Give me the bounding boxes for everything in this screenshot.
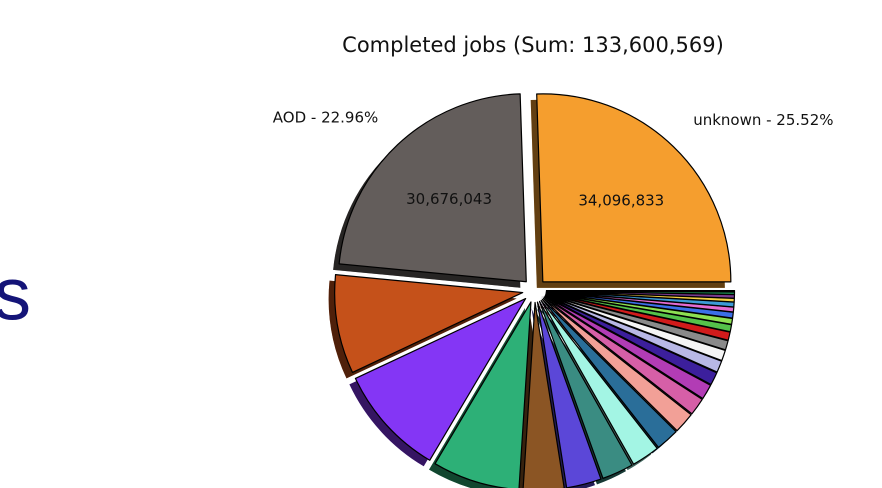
slice [544, 295, 712, 400]
chart-title: Completed jobs (Sum: 133,600,569) [342, 33, 724, 57]
slice-label: unknown - 25.52% [693, 111, 833, 129]
slice [354, 297, 527, 461]
slice [542, 297, 692, 432]
side-text: s [0, 253, 31, 336]
slice [522, 301, 565, 488]
slice [545, 293, 726, 362]
slice [338, 93, 527, 283]
value-label: 30,676,043 [406, 190, 492, 208]
slice [538, 300, 633, 479]
slice [543, 296, 703, 415]
slice [544, 295, 718, 386]
slice [545, 289, 736, 293]
slice-label: AOD - 22.96% [273, 109, 379, 127]
slice [540, 299, 658, 465]
value-label: 34,096,833 [578, 191, 664, 209]
slice [541, 298, 677, 449]
slice [434, 301, 532, 488]
slice [334, 274, 524, 373]
slice [544, 294, 723, 373]
slice [536, 93, 732, 283]
